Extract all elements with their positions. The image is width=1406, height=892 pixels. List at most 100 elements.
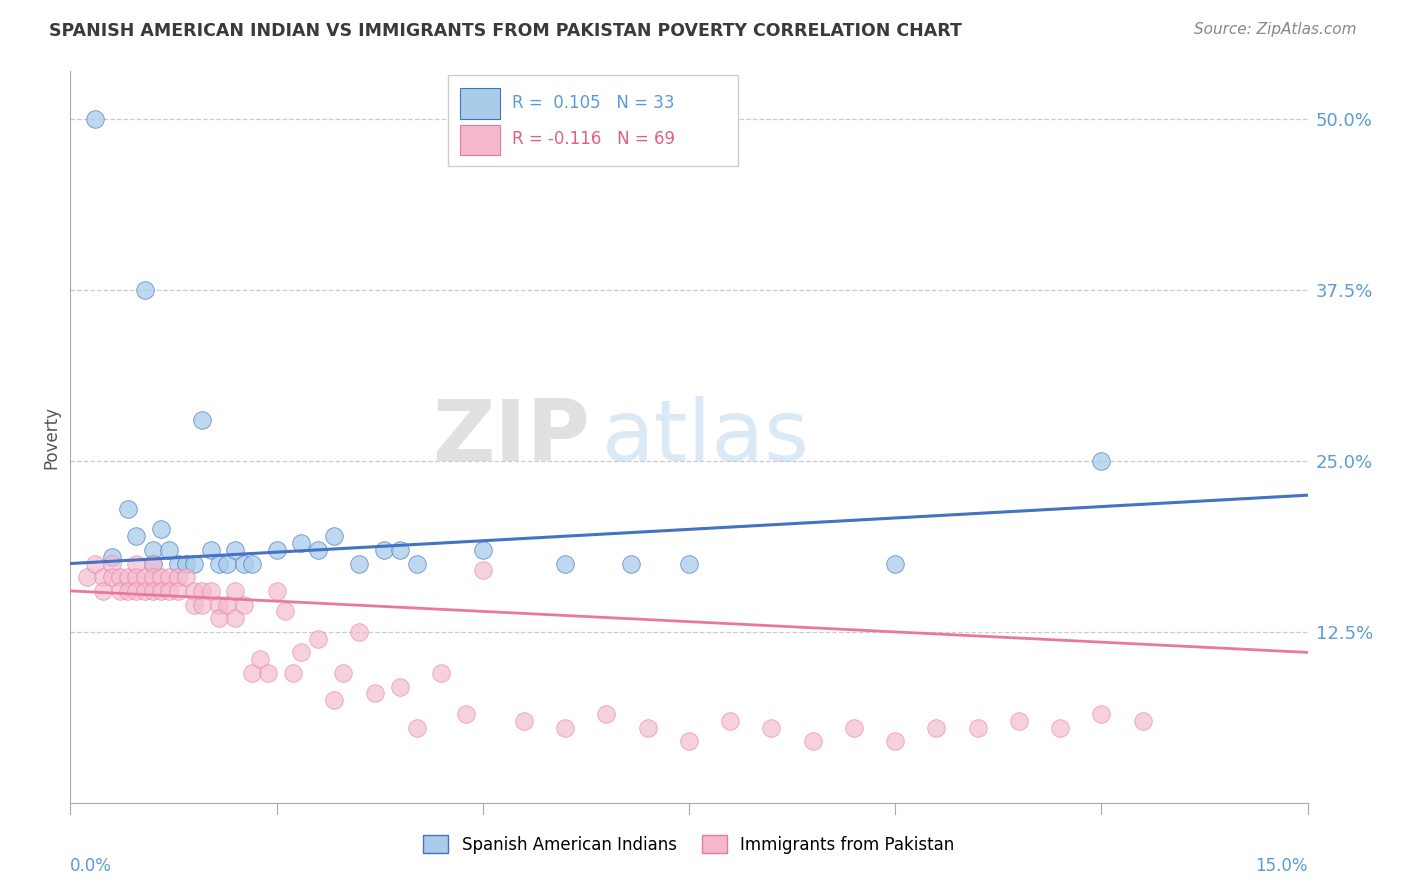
Point [405,721,427,735]
Point [125,529,148,543]
Point [108,583,131,598]
Point [1132,714,1154,728]
Point [208,598,231,612]
Point [224,583,246,598]
Point [166,570,188,584]
Point [215,557,238,571]
FancyBboxPatch shape [447,75,738,167]
Point [117,583,139,598]
Point [224,542,246,557]
Point [266,583,288,598]
Text: SPANISH AMERICAN INDIAN VS IMMIGRANTS FROM PAKISTAN POVERTY CORRELATION CHART: SPANISH AMERICAN INDIAN VS IMMIGRANTS FR… [49,22,962,40]
Point [100,557,122,571]
Point [91,570,114,584]
Point [200,542,222,557]
Point [191,413,214,427]
Point [290,536,312,550]
Point [150,583,173,598]
Point [232,557,254,571]
Text: Poverty: Poverty [42,406,60,468]
Point [332,665,354,680]
Point [1090,454,1112,468]
Text: 15.0%: 15.0% [1256,857,1308,875]
Point [183,557,205,571]
Point [323,529,346,543]
Point [166,557,188,571]
Point [595,706,617,721]
Point [718,714,741,728]
Point [373,542,395,557]
Text: ZIP: ZIP [432,395,591,479]
Point [200,583,222,598]
Point [266,542,288,557]
Text: 0.0%: 0.0% [70,857,112,875]
Point [142,542,165,557]
Point [554,721,576,735]
Point [966,721,988,735]
Point [117,570,139,584]
Point [471,563,494,577]
Point [142,570,165,584]
Point [249,652,271,666]
Point [150,570,173,584]
Point [925,721,948,735]
Point [125,583,148,598]
Point [224,611,246,625]
Point [240,557,263,571]
Point [117,501,139,516]
Text: atlas: atlas [602,395,810,479]
Point [1049,721,1071,735]
Point [1090,706,1112,721]
Point [134,570,156,584]
Point [257,665,280,680]
Point [364,686,387,700]
Point [884,734,907,748]
Point [142,583,165,598]
Point [323,693,346,707]
Point [125,557,148,571]
Point [678,734,700,748]
Point [157,583,180,598]
Point [208,611,231,625]
Point [389,542,412,557]
Point [347,557,370,571]
Point [513,714,536,728]
Point [842,721,865,735]
Point [157,570,180,584]
Point [183,598,205,612]
Point [142,557,165,571]
Point [240,665,263,680]
Point [174,570,197,584]
Point [208,557,231,571]
Point [290,645,312,659]
Point [884,557,907,571]
Point [232,598,254,612]
Point [100,549,122,564]
Text: Source: ZipAtlas.com: Source: ZipAtlas.com [1194,22,1357,37]
Point [150,522,173,536]
Point [405,557,427,571]
Point [801,734,824,748]
Text: R =  0.105   N = 33: R = 0.105 N = 33 [512,94,675,112]
Point [166,583,188,598]
FancyBboxPatch shape [460,125,499,155]
Point [307,632,329,646]
Point [215,598,238,612]
Point [191,598,214,612]
Point [134,583,156,598]
Point [183,583,205,598]
Point [100,570,122,584]
Point [157,542,180,557]
Point [620,557,643,571]
Point [430,665,453,680]
Point [637,721,659,735]
Point [76,570,98,584]
Point [91,583,114,598]
Point [134,283,156,297]
Point [108,570,131,584]
Point [191,583,214,598]
Legend: Spanish American Indians, Immigrants from Pakistan: Spanish American Indians, Immigrants fro… [416,829,962,860]
Point [142,557,165,571]
Point [84,557,107,571]
Point [471,542,494,557]
